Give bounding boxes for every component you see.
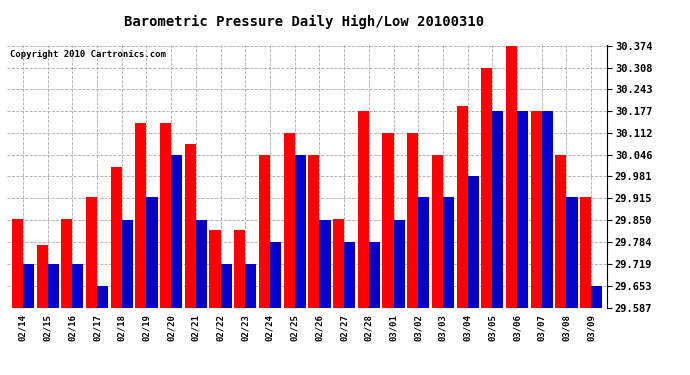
Bar: [135, 123, 146, 308]
Bar: [270, 242, 281, 308]
Bar: [284, 133, 295, 308]
Bar: [481, 68, 493, 308]
Bar: [97, 285, 108, 308]
Bar: [357, 111, 369, 308]
Bar: [468, 176, 479, 308]
Bar: [531, 111, 542, 308]
Bar: [319, 220, 331, 308]
Bar: [146, 197, 157, 308]
Bar: [295, 155, 306, 308]
Bar: [48, 264, 59, 308]
Bar: [542, 111, 553, 308]
Bar: [333, 219, 344, 308]
Bar: [382, 133, 393, 308]
Bar: [245, 264, 257, 308]
Bar: [37, 245, 48, 308]
Bar: [457, 106, 468, 307]
Bar: [259, 155, 270, 308]
Bar: [418, 197, 429, 308]
Bar: [566, 197, 578, 308]
Bar: [110, 167, 121, 308]
Bar: [121, 220, 133, 308]
Bar: [86, 197, 97, 308]
Text: Barometric Pressure Daily High/Low 20100310: Barometric Pressure Daily High/Low 20100…: [124, 15, 484, 29]
Bar: [12, 219, 23, 308]
Text: Copyright 2010 Cartronics.com: Copyright 2010 Cartronics.com: [10, 50, 166, 59]
Bar: [160, 123, 171, 308]
Bar: [393, 220, 404, 308]
Bar: [555, 155, 566, 308]
Bar: [221, 264, 232, 308]
Bar: [591, 285, 602, 308]
Bar: [72, 264, 83, 308]
Bar: [210, 230, 221, 308]
Bar: [61, 219, 72, 308]
Bar: [23, 264, 34, 308]
Bar: [580, 197, 591, 308]
Bar: [308, 155, 319, 308]
Bar: [171, 155, 182, 308]
Bar: [369, 242, 380, 308]
Bar: [234, 230, 245, 308]
Bar: [443, 197, 454, 308]
Bar: [196, 220, 207, 308]
Bar: [344, 242, 355, 308]
Bar: [517, 111, 528, 308]
Bar: [185, 144, 196, 308]
Bar: [432, 155, 443, 308]
Bar: [493, 111, 504, 308]
Bar: [407, 133, 418, 308]
Bar: [506, 46, 517, 308]
